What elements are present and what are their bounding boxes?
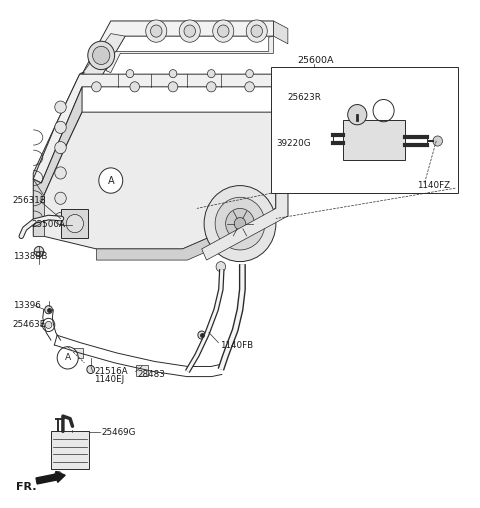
Circle shape [126,70,134,78]
Circle shape [88,41,115,70]
Circle shape [433,136,443,146]
Bar [343,120,405,161]
Bar [271,67,458,193]
Circle shape [234,217,246,230]
Circle shape [207,70,215,78]
Polygon shape [96,208,288,260]
Polygon shape [33,87,82,236]
Circle shape [99,168,123,193]
FancyArrow shape [36,471,65,484]
Circle shape [45,306,52,314]
Circle shape [245,82,254,92]
Text: 1338BB: 1338BB [12,252,47,261]
Polygon shape [82,21,274,77]
Circle shape [55,121,66,134]
Text: 25600A: 25600A [298,56,334,65]
Text: 25623R: 25623R [288,93,322,103]
Polygon shape [106,36,274,73]
Circle shape [55,101,66,113]
Circle shape [168,82,178,92]
Circle shape [66,214,84,233]
Circle shape [348,105,367,125]
Polygon shape [33,73,84,203]
Circle shape [246,20,267,42]
Text: A: A [108,176,114,185]
Circle shape [93,46,110,65]
Circle shape [204,185,276,262]
Text: 25500A: 25500A [32,220,66,229]
Circle shape [226,208,254,239]
Circle shape [206,82,216,92]
Circle shape [215,197,265,250]
Polygon shape [202,178,288,260]
Bar [51,431,89,469]
Circle shape [34,246,44,257]
Circle shape [55,167,66,179]
Polygon shape [33,74,276,183]
Polygon shape [61,209,88,238]
Text: 21516A: 21516A [94,367,128,376]
Circle shape [151,25,162,37]
Circle shape [55,142,66,154]
Polygon shape [82,34,125,77]
Circle shape [184,25,195,37]
Circle shape [55,212,66,225]
Polygon shape [276,74,288,216]
Text: 1140FZ: 1140FZ [417,181,450,190]
Text: 28483: 28483 [137,370,165,379]
Circle shape [45,322,52,329]
Circle shape [246,70,253,78]
Bar [136,365,148,375]
Text: FR.: FR. [16,482,36,492]
Circle shape [146,20,167,42]
Bar [72,347,83,358]
Polygon shape [44,112,276,249]
Circle shape [92,82,101,92]
Text: 1140FB: 1140FB [220,341,253,350]
Circle shape [198,331,205,339]
Circle shape [251,25,263,37]
Polygon shape [274,21,288,44]
Circle shape [169,70,177,78]
Circle shape [213,20,234,42]
Text: 25631B: 25631B [12,196,47,205]
Circle shape [54,471,62,480]
Circle shape [87,365,95,373]
Text: 13396: 13396 [12,301,40,310]
Circle shape [179,20,200,42]
Circle shape [130,82,140,92]
Text: 39220G: 39220G [276,139,311,148]
Circle shape [216,262,226,272]
Circle shape [57,346,78,369]
Text: 1140EJ: 1140EJ [94,375,124,384]
Text: A: A [65,354,71,362]
Circle shape [55,192,66,204]
Text: 25469G: 25469G [101,428,135,437]
Circle shape [217,25,229,37]
Text: 25463E: 25463E [12,321,46,329]
Polygon shape [33,179,44,236]
